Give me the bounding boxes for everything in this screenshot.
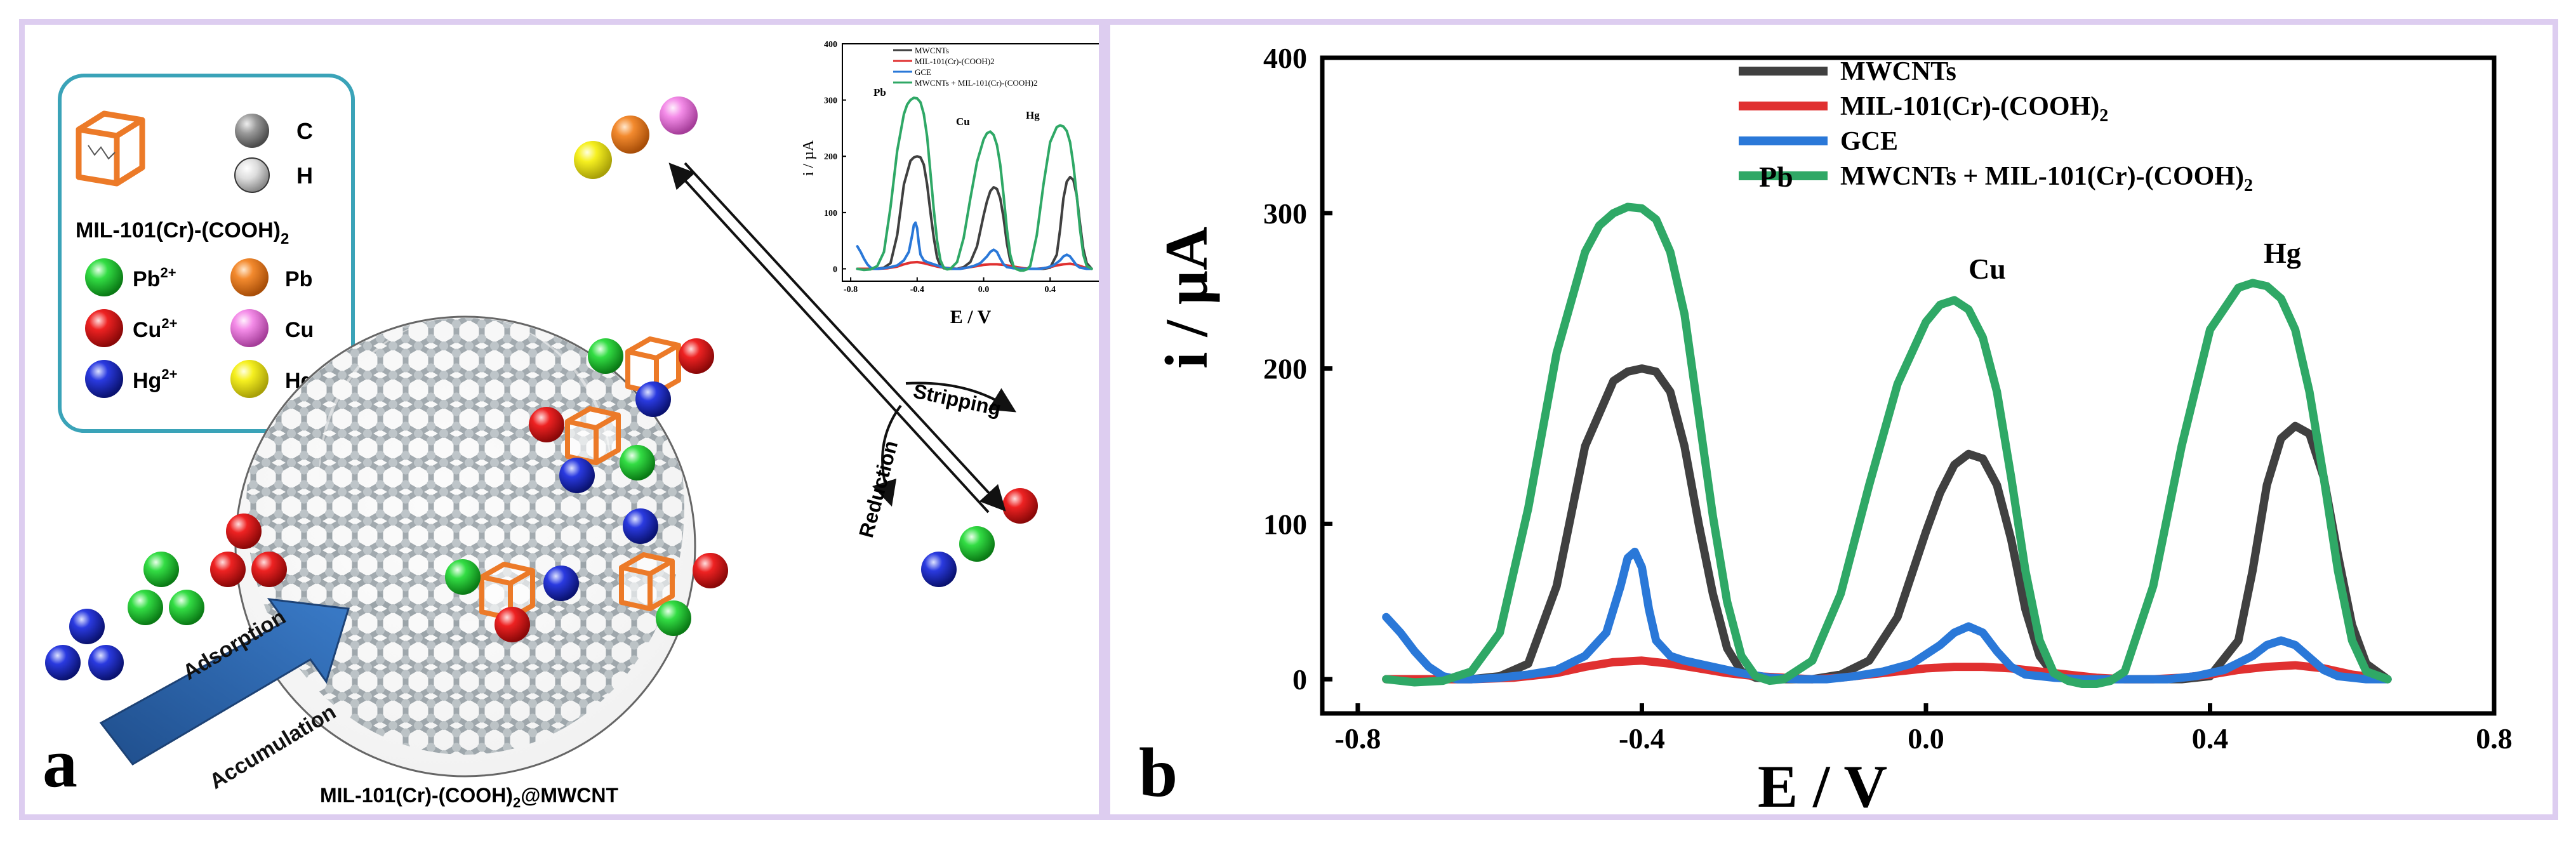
mof-cube-on-tube-2 bbox=[565, 406, 621, 465]
inset-xtick-label: 0.4 bbox=[1045, 285, 1056, 295]
mof-cube-icon bbox=[76, 110, 145, 187]
legend-hg-ion: Hg2+ bbox=[133, 366, 177, 393]
inset-xlabel: E / V bbox=[950, 307, 992, 328]
ytick-label: 100 bbox=[1263, 508, 1307, 540]
cu-ion-icon bbox=[85, 309, 123, 347]
pb-ion-icon bbox=[85, 258, 123, 296]
inset-peak-pb: Pb bbox=[873, 86, 886, 98]
xtick-label: 0.0 bbox=[1908, 722, 1944, 755]
inset-ytick-label: 300 bbox=[824, 96, 837, 106]
pb-metal-icon bbox=[230, 258, 269, 296]
panel-a: C H MIL-101(Cr)-(COOH)2 Pb2+ Cu2+ Hg2+ P… bbox=[19, 19, 1123, 820]
legend-label-4: MWCNTs + MIL-101(Cr)-(COOH)2 bbox=[1840, 162, 2253, 195]
carbon-atom-icon bbox=[235, 114, 269, 148]
hg-ion-icon bbox=[85, 360, 123, 398]
reduction-label: Reduction bbox=[854, 438, 902, 540]
legend-box bbox=[58, 74, 355, 433]
hg-metal-icon bbox=[230, 360, 269, 398]
inset-xtick-label: -0.4 bbox=[910, 285, 924, 295]
legend-carbon: C bbox=[296, 118, 313, 144]
accumulation-label: Accumulation bbox=[206, 699, 340, 793]
ytick-label: 200 bbox=[1263, 353, 1307, 385]
xtick-label: 0.4 bbox=[2192, 722, 2229, 755]
legend-label-3: GCE bbox=[1840, 127, 1898, 156]
legend-cu-metal: Cu bbox=[285, 318, 314, 342]
inset-legend-2: MIL-101(Cr)-(COOH)2 bbox=[915, 56, 995, 66]
mof-cube-on-tube-4 bbox=[619, 552, 675, 611]
legend-pb-ion: Pb2+ bbox=[133, 265, 176, 291]
adsorption-arrow bbox=[99, 598, 350, 765]
panel-a-figure: C H MIL-101(Cr)-(COOH)2 Pb2+ Cu2+ Hg2+ P… bbox=[43, 39, 1123, 811]
ytick-label: 300 bbox=[1263, 197, 1307, 230]
xtick-label: -0.8 bbox=[1335, 722, 1381, 755]
xtick-label: -0.4 bbox=[1619, 722, 1665, 755]
chart-svg: 0 100 200 300 400 -0.8 -0.4 0.0 0.4 0.8 MWCNTs MIL-… bbox=[1139, 42, 2513, 820]
plot-frame bbox=[1320, 55, 2497, 716]
legend-pb-metal: Pb bbox=[285, 267, 312, 291]
inset-series-line-3 bbox=[856, 221, 1093, 270]
inset-series-line-1 bbox=[856, 155, 1093, 270]
inset-xtick-label: 0.0 bbox=[978, 285, 990, 295]
series-line-1 bbox=[1382, 364, 2392, 684]
legend-label-1: MWCNTs bbox=[1840, 57, 1956, 86]
legend-cu-ion: Cu2+ bbox=[133, 315, 177, 342]
hydrogen-atom-icon bbox=[234, 157, 270, 193]
legend-label-2: MIL-101(Cr)-(COOH)2 bbox=[1840, 92, 2108, 126]
free-ions bbox=[45, 513, 287, 680]
inset-legend-1: MWCNTs bbox=[915, 46, 949, 55]
inset-series-line-4 bbox=[856, 96, 1093, 272]
peak-label-cu: Cu bbox=[1969, 253, 2006, 285]
composite-label: MIL-101(Cr)-(COOH)2@MWCNT bbox=[320, 784, 619, 811]
ytick-label: 0 bbox=[1292, 663, 1307, 696]
xtick-label: 0.8 bbox=[2476, 722, 2513, 755]
legend-framework-label: MIL-101(Cr)-(COOH)2 bbox=[76, 218, 289, 248]
stripped-metals bbox=[574, 96, 698, 179]
mof-cube-on-tube-3 bbox=[479, 562, 535, 621]
legend-hydrogen: H bbox=[296, 162, 313, 189]
peak-label-hg: Hg bbox=[2264, 237, 2301, 269]
inset-ytick-label: 0 bbox=[833, 265, 837, 274]
cu-metal-icon bbox=[230, 309, 269, 347]
inset-legend-3: GCE bbox=[915, 67, 931, 77]
adsorbed-ions bbox=[445, 338, 728, 642]
peak-label-pb: Pb bbox=[1759, 161, 1793, 193]
panel-b: 0 100 200 300 400 -0.8 -0.4 0.0 0.4 0.8 MWCNTs MIL-… bbox=[1105, 19, 2558, 820]
inset-ytick-label: 400 bbox=[824, 40, 837, 50]
released-ions bbox=[921, 488, 1038, 587]
inset-peak-cu: Cu bbox=[956, 116, 970, 128]
panel-b-label: b bbox=[1139, 734, 1178, 811]
inset-xtick-label: -0.8 bbox=[844, 285, 858, 295]
inset-ytick-label: 100 bbox=[824, 209, 837, 218]
inset-ylabel: i / µA bbox=[800, 140, 817, 176]
series-line-3 bbox=[1382, 547, 2392, 684]
chart-xlabel: E / V bbox=[1758, 753, 1887, 814]
panel-a-label: a bbox=[43, 724, 77, 802]
inset-ytick-label: 200 bbox=[824, 152, 837, 162]
inset-peak-hg: Hg bbox=[1026, 109, 1040, 121]
chart-ylabel: i / µA bbox=[1153, 227, 1220, 369]
redox-arrow bbox=[668, 162, 1017, 513]
inset-legend-4: MWCNTs + MIL-101(Cr)-(COOH)2 bbox=[915, 78, 1037, 88]
series-line-4 bbox=[1382, 202, 2392, 688]
ytick-label: 400 bbox=[1263, 42, 1307, 74]
